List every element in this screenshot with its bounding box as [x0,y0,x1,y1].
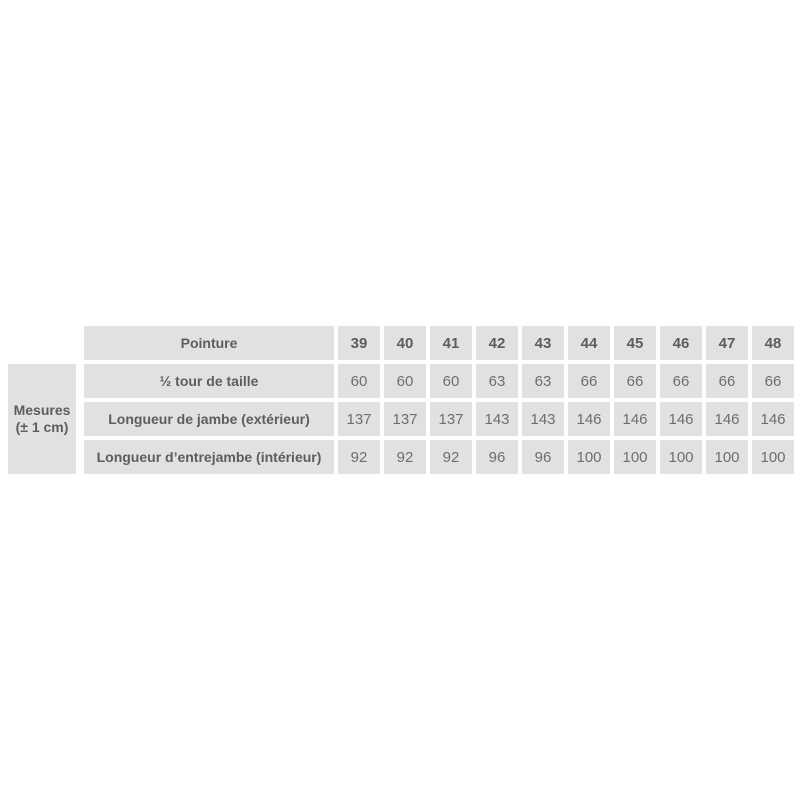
size-header-cell: 46 [660,326,702,360]
measures-corner-cell: Mesures (± 1 cm) [8,364,76,474]
value-cell: 60 [384,364,426,398]
value-cell: 96 [522,440,564,474]
size-header-cell: 43 [522,326,564,360]
row-label-waist: ½ tour de taille [84,364,334,398]
value-cell: 100 [706,440,748,474]
value-cell: 92 [384,440,426,474]
value-cell: 146 [706,402,748,436]
value-cell: 63 [522,364,564,398]
value-cell: 63 [476,364,518,398]
value-cell: 143 [522,402,564,436]
value-cell: 96 [476,440,518,474]
value-cell: 137 [338,402,380,436]
value-cell: 146 [568,402,610,436]
header-pointure-label: Pointure [84,326,334,360]
value-cell: 146 [614,402,656,436]
value-cell: 100 [752,440,794,474]
size-header-cell: 48 [752,326,794,360]
value-cell: 66 [706,364,748,398]
value-cell: 66 [568,364,610,398]
measures-corner-line1: Mesures [13,402,71,418]
value-cell: 100 [568,440,610,474]
row-label-inner-leg: Longueur d’entrejambe (intérieur) [84,440,334,474]
value-cell: 60 [430,364,472,398]
size-measurement-table: Pointure 39 40 41 42 43 44 45 46 47 48 M… [8,326,794,474]
value-cell: 66 [614,364,656,398]
value-cell: 137 [384,402,426,436]
value-cell: 100 [614,440,656,474]
value-cell: 66 [660,364,702,398]
measures-corner-line2: (± 1 cm) [15,419,69,435]
size-header-cell: 39 [338,326,380,360]
value-cell: 137 [430,402,472,436]
value-cell: 100 [660,440,702,474]
value-cell: 66 [752,364,794,398]
size-header-cell: 42 [476,326,518,360]
size-header-cell: 45 [614,326,656,360]
value-cell: 146 [660,402,702,436]
corner-spacer [8,326,80,360]
value-cell: 92 [430,440,472,474]
size-header-cell: 47 [706,326,748,360]
value-cell: 60 [338,364,380,398]
size-header-cell: 41 [430,326,472,360]
size-header-cell: 40 [384,326,426,360]
value-cell: 143 [476,402,518,436]
size-header-cell: 44 [568,326,610,360]
row-label-outer-leg: Longueur de jambe (extérieur) [84,402,334,436]
value-cell: 146 [752,402,794,436]
value-cell: 92 [338,440,380,474]
